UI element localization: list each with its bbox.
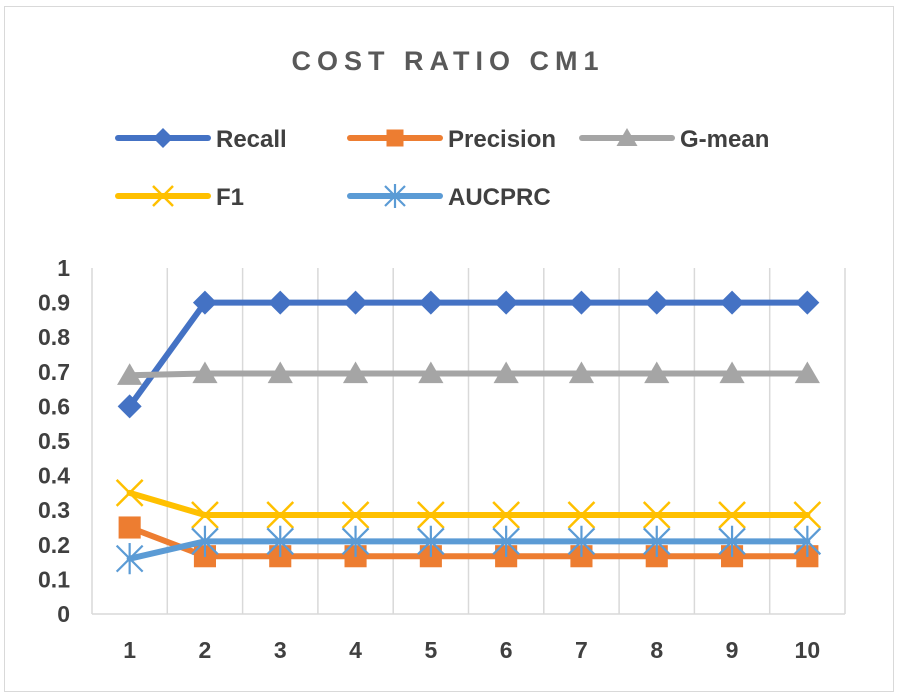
data-point-aucprc bbox=[492, 525, 520, 557]
data-point-recall bbox=[494, 290, 519, 315]
data-point-g-mean bbox=[192, 361, 218, 384]
y-tick-label: 0.2 bbox=[38, 532, 70, 558]
legend-label: AUCPRC bbox=[448, 184, 551, 211]
data-point-g-mean bbox=[493, 361, 519, 384]
y-tick-label: 0.9 bbox=[38, 290, 70, 316]
data-point-g-mean bbox=[794, 361, 820, 384]
chart-title: COST RATIO CM1 bbox=[292, 46, 605, 76]
legend-item-recall: Recall bbox=[115, 126, 287, 153]
series-line-f1 bbox=[126, 489, 811, 519]
data-point-f1 bbox=[266, 501, 295, 529]
data-point-recall bbox=[569, 290, 594, 315]
data-point-g-mean bbox=[418, 361, 444, 384]
series-aucprc bbox=[115, 525, 822, 575]
x-tick-label: 2 bbox=[199, 637, 212, 663]
legend-label: Recall bbox=[216, 126, 287, 153]
data-point-aucprc bbox=[642, 525, 671, 557]
y-tick-label: 0 bbox=[57, 601, 70, 627]
legend-marker-recall bbox=[153, 128, 173, 148]
data-point-aucprc bbox=[341, 525, 370, 557]
data-point-f1 bbox=[718, 501, 746, 529]
series-recall bbox=[117, 290, 820, 419]
data-point-recall bbox=[795, 290, 820, 315]
data-point-recall bbox=[268, 290, 293, 315]
data-point-aucprc bbox=[793, 525, 822, 557]
y-tick-label: 0.5 bbox=[38, 428, 70, 454]
y-tick-label: 0.8 bbox=[38, 324, 70, 350]
data-point-recall bbox=[418, 290, 443, 315]
data-point-recall bbox=[192, 290, 217, 315]
y-tick-label: 1 bbox=[57, 255, 70, 281]
plot-area bbox=[115, 290, 822, 575]
series-line-precision bbox=[126, 524, 811, 560]
data-point-g-mean bbox=[117, 363, 143, 385]
x-tick-label: 1 bbox=[123, 637, 136, 663]
data-point-g-mean bbox=[644, 361, 670, 384]
x-tick-label: 4 bbox=[349, 637, 362, 663]
data-point-g-mean bbox=[342, 361, 369, 384]
data-point-f1 bbox=[492, 501, 521, 529]
series-line-aucprc bbox=[126, 538, 811, 562]
data-point-f1 bbox=[793, 501, 822, 529]
data-point-aucprc bbox=[718, 525, 746, 557]
y-tick-label: 0.1 bbox=[38, 566, 70, 592]
x-axis: 1 2 3 4 5 6 7 8 9 10 bbox=[92, 613, 845, 663]
y-axis: 0 0.1 0.2 0.3 0.4 0.5 0.6 0.7 0.8 0.9 1 bbox=[38, 255, 70, 627]
data-point-f1 bbox=[642, 501, 671, 529]
legend-marker-aucprc bbox=[384, 184, 406, 208]
data-point-f1 bbox=[341, 501, 370, 529]
data-point-g-mean bbox=[568, 361, 595, 384]
legend-item-g-mean: G-mean bbox=[579, 126, 769, 153]
data-point-aucprc bbox=[567, 525, 596, 557]
y-tick-label: 0.4 bbox=[38, 463, 70, 489]
data-point-g-mean bbox=[267, 361, 293, 384]
chart-area bbox=[4, 6, 894, 692]
data-point-aucprc bbox=[417, 525, 445, 557]
series-g-mean bbox=[117, 361, 820, 385]
legend-label: G-mean bbox=[680, 126, 769, 153]
data-point-recall bbox=[644, 290, 669, 315]
series-line-g-mean bbox=[126, 370, 811, 379]
legend-marker-precision bbox=[386, 129, 404, 147]
legend-label: F1 bbox=[216, 184, 244, 211]
data-point-aucprc bbox=[191, 525, 219, 557]
data-point-g-mean bbox=[719, 361, 745, 384]
y-tick-label: 0.7 bbox=[38, 359, 70, 385]
data-point-f1 bbox=[567, 501, 596, 529]
x-tick-label: 10 bbox=[795, 637, 821, 663]
x-tick-label: 9 bbox=[726, 637, 739, 663]
x-tick-label: 3 bbox=[274, 637, 287, 663]
legend-item-precision: Precision bbox=[347, 126, 556, 153]
y-tick-label: 0.3 bbox=[38, 497, 70, 523]
legend-item-f1: F1 bbox=[115, 184, 244, 211]
legend: Recall Precision G-mean F1 AUCPRC bbox=[115, 126, 769, 211]
data-point-f1 bbox=[191, 501, 219, 529]
x-tick-label: 7 bbox=[575, 637, 588, 663]
legend-label: Precision bbox=[448, 126, 556, 153]
legend-marker-g-mean bbox=[616, 128, 638, 146]
data-point-f1 bbox=[115, 479, 144, 507]
series-line-recall bbox=[126, 299, 811, 410]
y-tick-label: 0.6 bbox=[38, 393, 70, 419]
x-tick-label: 6 bbox=[500, 637, 513, 663]
legend-marker-f1 bbox=[152, 185, 174, 207]
series-f1 bbox=[115, 479, 822, 529]
data-point-recall bbox=[343, 290, 368, 315]
data-point-aucprc bbox=[115, 543, 144, 575]
data-point-recall bbox=[117, 394, 142, 419]
data-point-aucprc bbox=[266, 525, 295, 557]
x-tick-label: 8 bbox=[650, 637, 663, 663]
x-tick-label: 5 bbox=[424, 637, 437, 663]
legend-item-aucprc: AUCPRC bbox=[347, 184, 551, 211]
data-point-recall bbox=[720, 290, 745, 315]
data-point-f1 bbox=[416, 501, 445, 529]
data-point-precision bbox=[118, 516, 141, 539]
